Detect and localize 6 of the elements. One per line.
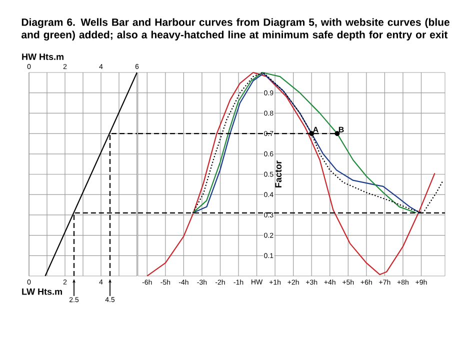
text: Diagram 6. Wells Bar and Harbour curves from Diagram 5, with website curves (blue and green) added; also a heavy-hatched line at minimum safe depth for entry or exit: [22, 18, 450, 41]
x2-axis-title: HW Hts.m: [22, 54, 64, 60]
y-axis-title: Factor: [275, 160, 282, 188]
x-axis-title: LW Hts.m: [22, 288, 62, 295]
annotation: A: [313, 126, 318, 132]
annotation: B: [338, 126, 344, 132]
